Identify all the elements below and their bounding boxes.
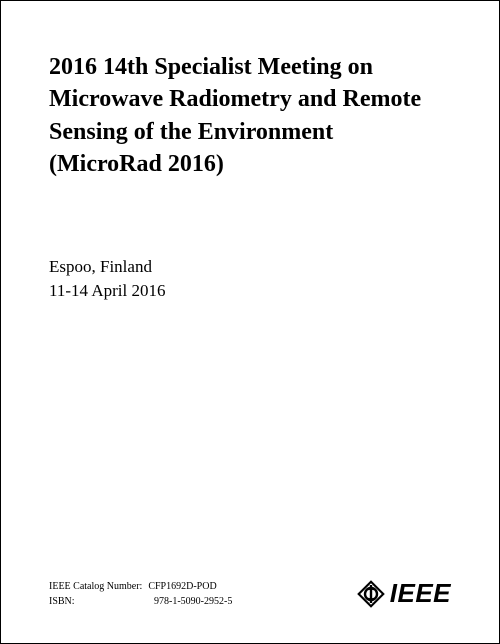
ieee-logo: IEEE — [356, 578, 451, 609]
event-location: Espoo, Finland — [49, 255, 451, 280]
event-dates: 11-14 April 2016 — [49, 279, 451, 304]
isbn-row: ISBN: 978-1-5090-2952-5 — [49, 595, 232, 610]
event-meta: Espoo, Finland 11-14 April 2016 — [49, 255, 451, 304]
document-page: 2016 14th Specialist Meeting on Microwav… — [1, 1, 499, 643]
catalog-value: CFP1692D-POD — [142, 580, 216, 595]
ieee-emblem-icon — [356, 579, 386, 609]
document-title: 2016 14th Specialist Meeting on Microwav… — [49, 51, 451, 181]
catalog-label: IEEE Catalog Number: — [49, 580, 142, 595]
page-footer: IEEE Catalog Number: CFP1692D-POD ISBN: … — [49, 578, 451, 609]
isbn-label: ISBN: — [49, 595, 148, 610]
isbn-value: 978-1-5090-2952-5 — [148, 595, 232, 610]
ieee-logo-text: IEEE — [390, 578, 451, 609]
catalog-info: IEEE Catalog Number: CFP1692D-POD ISBN: … — [49, 580, 232, 609]
catalog-row: IEEE Catalog Number: CFP1692D-POD — [49, 580, 232, 595]
